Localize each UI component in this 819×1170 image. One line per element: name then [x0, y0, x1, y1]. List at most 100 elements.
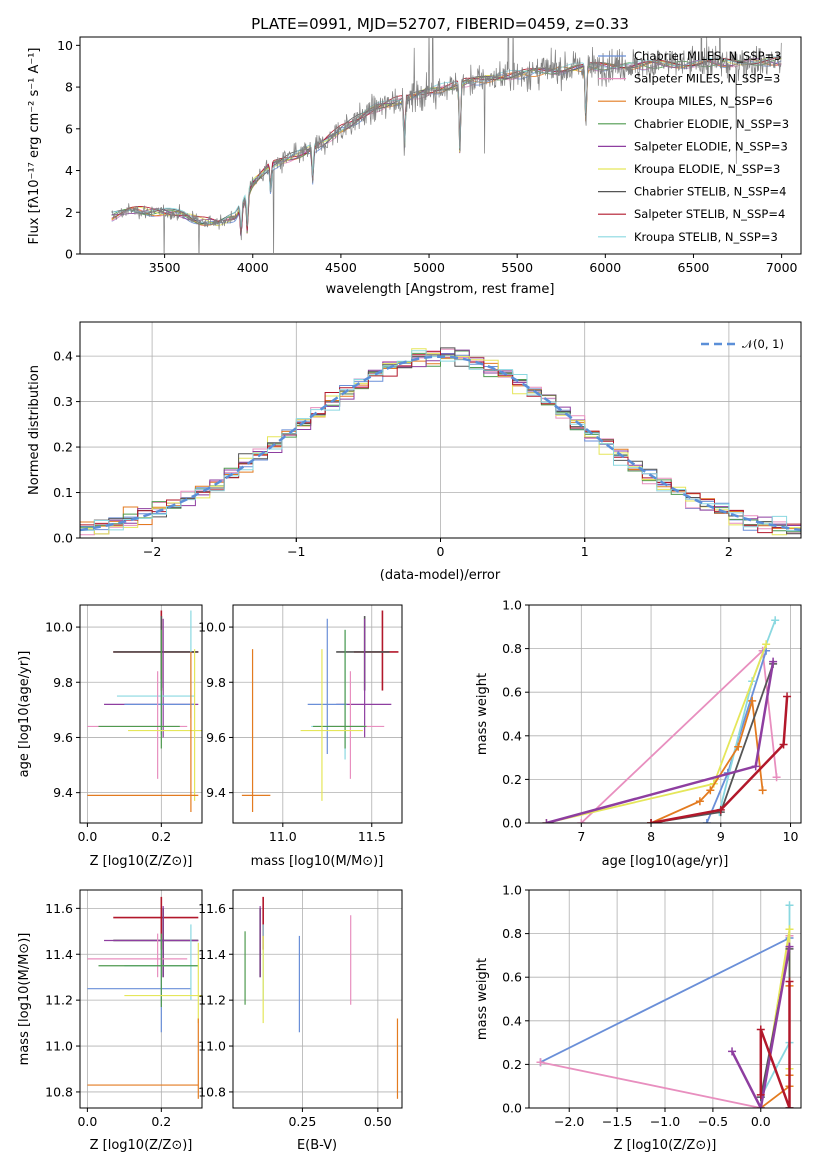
residual-ytick-label: 0.0	[53, 531, 73, 546]
weight-marker	[779, 740, 788, 749]
weight-marker	[756, 1104, 765, 1108]
residual-panel: −2 −1 0 1 2 0.0 0.1 0.2 0.3 0.4 (data-model)/erro…	[27, 321, 802, 583]
weight-vs-age-panel: age [log10(age/yr)] mass weight 7 8 9 10 0.0…	[475, 598, 802, 869]
panel-h-xtick-label: −2.0	[554, 1114, 584, 1129]
spectrum-axes: 3500 4000 4500 5000 5500 6000 6500 7000 0 2 4 6 8 10	[57, 38, 797, 275]
residual-xtick-label: −2	[143, 544, 161, 559]
weight-marker	[695, 797, 704, 806]
panel-h-xtick-label: −1.5	[602, 1114, 632, 1129]
residual-ytick-label: 0.1	[53, 485, 73, 500]
panel-g-ytick-label: 11.6	[198, 901, 226, 916]
panel-e-frame	[528, 604, 802, 824]
age-z-ylabel: age [log10(age/yr)]	[17, 651, 32, 778]
legend-label: Kroupa ELODIE, N_SSP=3	[634, 162, 780, 176]
spectrum-xtick-label: 4500	[325, 260, 357, 275]
panel-h-xtick-label: −1.0	[650, 1114, 680, 1129]
residual-ylabel: Normed distribution	[27, 365, 42, 495]
weight-marker	[772, 773, 781, 782]
spectrum-ytick-label: 8	[65, 80, 73, 95]
spectrum-ylabel: Flux [fλ10⁻¹⁷ erg cm⁻² s⁻¹ A⁻¹]	[27, 48, 42, 245]
spectrum-xtick-label: 7000	[766, 260, 798, 275]
age-vs-mass-panel: mass [log10(M/M⊙)] 11.0 11.5 9.4 9.6 9.8 10.0	[198, 604, 403, 869]
panel-f-ytick-label: 11.4	[45, 947, 73, 962]
weight-age-ylabel: mass weight	[475, 673, 490, 755]
weight-marker	[785, 977, 794, 986]
panel-c-ytick-label: 9.4	[53, 785, 73, 800]
residual-axes	[151, 538, 730, 542]
spectrum-model-line	[111, 55, 782, 228]
weight-marker	[728, 1047, 737, 1056]
panel-d-ytick-label: 9.8	[206, 675, 226, 690]
weight-vs-metallicity-panel: Z [log10(Z/Z⊙)] mass weight −2.0 −1.5 −1.0…	[475, 883, 802, 1153]
legend-label: Salpeter MILES, N_SSP=3	[634, 72, 780, 86]
panel-e-ytick-label: 0.6	[502, 685, 522, 700]
panel-e-ytick-label: 0.8	[502, 641, 522, 656]
spectrum-frame	[79, 36, 802, 255]
weight-marker	[756, 1025, 765, 1034]
spectrum-ytick-label: 4	[65, 163, 73, 178]
panel-h-ytick-label: 0.8	[502, 926, 522, 941]
panel-g-ytick-label: 10.8	[198, 1084, 226, 1099]
normal-curve	[80, 355, 801, 532]
mass-z-ylabel: mass [log10(M/M⊙)]	[17, 933, 32, 1066]
residual-legend: 𝒩(0, 1)	[701, 337, 784, 351]
panel-d-ytick-label: 9.4	[206, 785, 226, 800]
residual-xtick-label: 0	[437, 544, 445, 559]
weight-marker	[577, 819, 586, 823]
panel-d-frame	[232, 604, 403, 824]
panel-c-xtick-label: 0.0	[77, 829, 97, 844]
panel-e-ytick-label: 0.4	[502, 728, 522, 743]
weight-marker	[706, 786, 715, 795]
weight-marker	[783, 692, 792, 701]
panel-d-ytick-label: 9.6	[206, 730, 226, 745]
panel-g-ytick-label: 11.0	[198, 1039, 226, 1054]
residual-xtick-label: 1	[581, 544, 589, 559]
residual-xtick-label: 2	[725, 544, 733, 559]
panel-h-ytick-label: 0.6	[502, 970, 522, 985]
weight-marker	[748, 696, 757, 705]
spectrum-xtick-label: 5000	[413, 260, 445, 275]
spectrum-xtick-label: 4000	[237, 260, 269, 275]
mass-vs-extinction-panel: E(B-V) 0.25 0.50 10.8 11.0 11.2 11.4 11.6	[198, 889, 403, 1153]
weight-marker	[536, 1058, 545, 1067]
spectrum-ytick-label: 6	[65, 121, 73, 136]
panel-h-grid: −2.0 −1.5 −1.0 −0.5 0.0 0.0 0.2 0.4 0.6 0.8 1.0	[502, 883, 801, 1129]
mass-vs-metallicity-panel: Z [log10(Z/Z⊙)] mass [log10(M/M⊙)] 0.0 0.…	[17, 889, 203, 1153]
panel-h-ytick-label: 0.0	[502, 1101, 522, 1116]
legend-label: Salpeter STELIB, N_SSP=4	[634, 207, 785, 221]
panel-c-frame	[79, 604, 203, 824]
spectrum-xlabel: wavelength [Angstrom, rest frame]	[326, 282, 555, 297]
panel-g-xtick-label: 0.50	[364, 1114, 392, 1129]
residual-ytick-label: 0.3	[53, 394, 73, 409]
panel-g-grid: 0.25 0.50 10.8 11.0 11.2 11.4 11.6	[198, 890, 402, 1129]
panel-c-points	[87, 610, 202, 812]
weight-marker	[762, 640, 771, 649]
spectrum-data-line	[111, 37, 782, 254]
panel-g-points	[244, 896, 399, 1099]
panel-f-grid: 0.0 0.2 10.8 11.0 11.2 11.4 11.6	[45, 890, 202, 1129]
mass-z-xlabel: Z [log10(Z/Z⊙)]	[90, 1138, 193, 1153]
panel-c-ytick-label: 9.8	[53, 675, 73, 690]
panel-c-ytick-label: 9.6	[53, 730, 73, 745]
legend-label: Kroupa MILES, N_SSP=6	[634, 94, 773, 108]
panel-e-xtick-label: 10	[783, 829, 799, 844]
weight-marker	[542, 819, 551, 823]
panel-e-ytick-label: 0.2	[502, 772, 522, 787]
spectrum-xtick-label: 6000	[589, 260, 621, 275]
spectrum-xtick-label: 6500	[678, 260, 710, 275]
panel-d-xtick-label: 11.0	[269, 829, 297, 844]
weight-marker	[785, 901, 794, 910]
legend-label: Chabrier MILES, N_SSP=3	[634, 49, 781, 63]
weight-age-xlabel: age [log10(age/yr)]	[602, 854, 729, 869]
legend-label: Chabrier STELIB, N_SSP=4	[634, 185, 786, 199]
weight-marker	[756, 1090, 765, 1099]
weight-marker	[769, 657, 778, 666]
weight-line	[759, 981, 791, 1108]
panel-c-xtick-label: 0.2	[151, 829, 171, 844]
panel-h-lines	[536, 901, 794, 1108]
panel-f-ytick-label: 11.2	[45, 993, 73, 1008]
weight-marker	[751, 762, 760, 771]
panel-e-xtick-label: 7	[577, 829, 585, 844]
panel-f-xtick-label: 0.0	[77, 1114, 97, 1129]
spectrum-xtick-label: 3500	[149, 260, 181, 275]
